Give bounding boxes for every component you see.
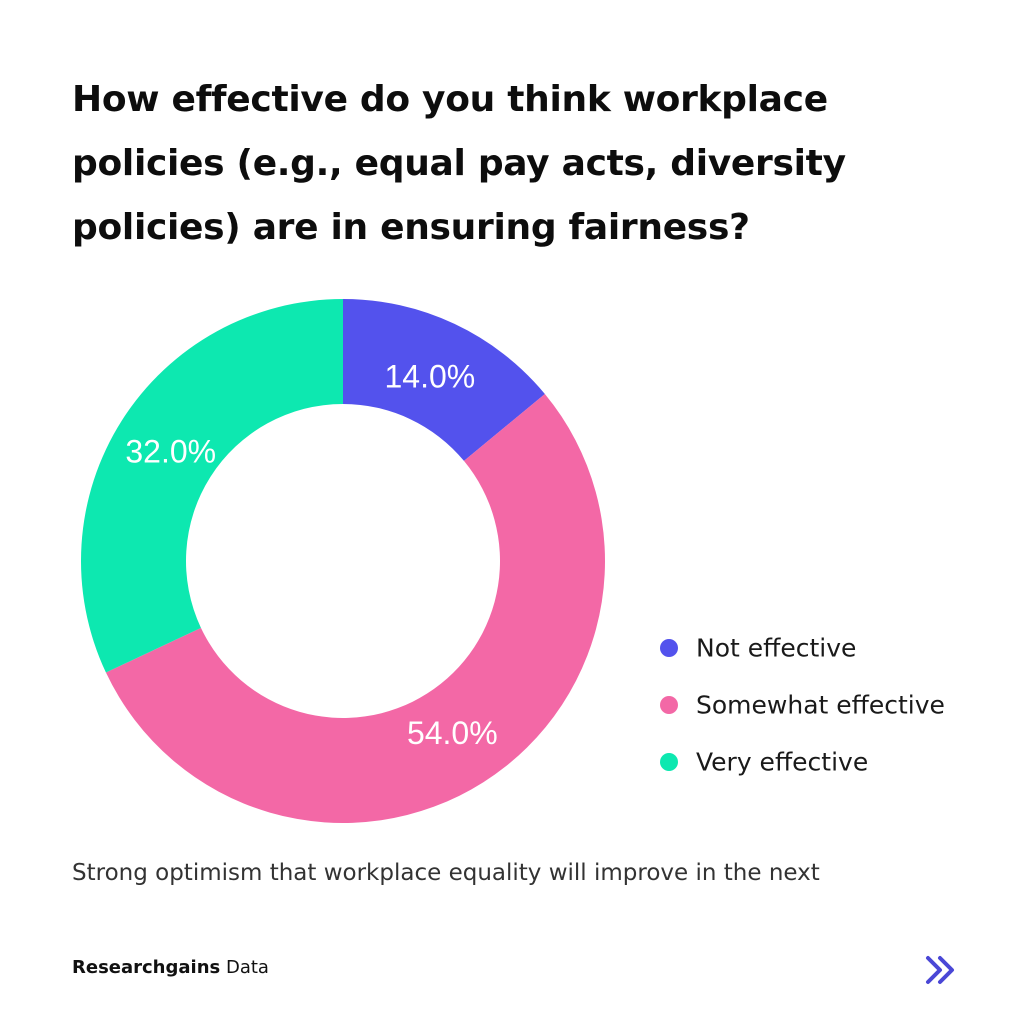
legend-label: Somewhat effective: [696, 691, 945, 720]
double-chevron-right-icon: [926, 956, 954, 984]
legend-item-somewhat-effective: Somewhat effective: [660, 691, 945, 720]
slice-very-effective: [80, 299, 343, 673]
next-button[interactable]: [918, 950, 962, 990]
brand-footer: Researchgains Data: [72, 957, 269, 978]
slice-not-effective: [343, 299, 545, 461]
legend-swatch: [660, 696, 678, 714]
legend-swatch: [660, 753, 678, 771]
slice-labels: 14.0% 54.0% 32.0%: [125, 358, 497, 751]
slice-somewhat-effective: [105, 393, 605, 823]
legend-swatch: [660, 639, 678, 657]
brand-name: Researchgains: [72, 957, 221, 978]
donut-slices: [80, 299, 605, 823]
slice-label-very-effective: 32.0%: [125, 434, 216, 470]
chart-legend: Not effective Somewhat effective Very effe…: [660, 634, 945, 777]
legend-item-not-effective: Not effective: [660, 634, 856, 663]
chart-caption: Strong optimism that workplace equality …: [72, 860, 820, 886]
slice-label-somewhat-effective: 54.0%: [407, 715, 498, 751]
legend-label: Very effective: [696, 748, 868, 777]
legend-label: Not effective: [696, 634, 856, 663]
slice-label-not-effective: 14.0%: [384, 358, 475, 394]
legend-item-very-effective: Very effective: [660, 748, 868, 777]
brand-suffix: Data: [220, 957, 269, 978]
chart-title: How effective do you think workplace pol…: [72, 79, 846, 248]
